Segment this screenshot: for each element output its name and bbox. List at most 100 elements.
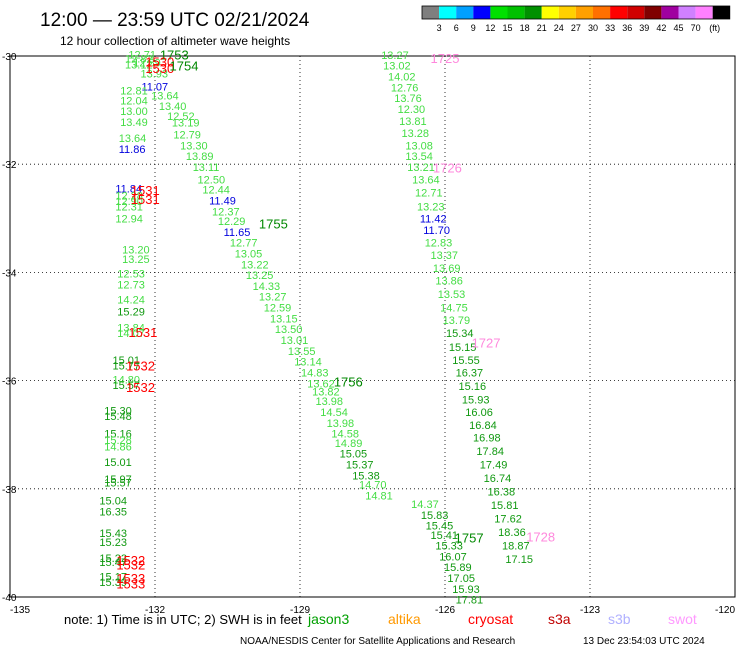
colorbar-tick-label: 36 [622, 23, 632, 33]
wave-height-point: 12.71 [128, 49, 156, 61]
wave-height-point: 11.42 [420, 213, 447, 225]
wave-height-point: 15.22 [99, 553, 127, 565]
wave-height-point: 15.57 [104, 477, 132, 489]
orbit-time-label: 1533 [116, 571, 145, 586]
colorbar-swatch [678, 6, 696, 19]
orbit-time-label: 1755 [259, 217, 288, 232]
wave-height-point: 15.05 [340, 449, 368, 461]
wave-height-point: 15.41 [431, 530, 459, 542]
orbit-time-label: 1532 [126, 380, 155, 395]
wave-height-point: 18.87 [502, 541, 530, 553]
wave-height-point: 13.82 [312, 386, 340, 398]
wave-height-point: 12.94 [115, 213, 143, 225]
colorbar-swatch [661, 6, 679, 19]
wave-height-point: 17.15 [505, 554, 533, 566]
wave-height-point: 17.81 [456, 595, 484, 607]
wave-height-point: 15.57 [112, 380, 140, 392]
satellite-legend-entry: cryosat [468, 611, 513, 627]
chart-title: 12:00 — 23:59 UTC 02/21/2024 [40, 10, 310, 31]
wave-height-point: 15.33 [435, 541, 463, 553]
wave-height-point: 14.86 [104, 442, 132, 454]
wave-height-point: 13.00 [120, 106, 148, 118]
wave-height-point: 13.30 [180, 140, 208, 152]
wave-height-point: 14.07 [117, 328, 145, 340]
wave-height-point: 12.53 [117, 268, 145, 280]
x-tick-label: -123 [580, 605, 600, 616]
wave-height-point: 14.33 [253, 281, 281, 293]
wave-height-point: 13.02 [383, 61, 411, 73]
orbit-time-label: 1531 [128, 325, 157, 340]
orbit-time-annotations: 1753153015301754153115311755153115321532… [116, 47, 555, 591]
wave-height-point: 14.83 [301, 367, 329, 379]
wave-height-point: 13.89 [186, 151, 214, 163]
footer-timestamp: 13 Dec 23:54:03 UTC 2024 [583, 636, 705, 647]
x-tick-label: -135 [10, 605, 30, 616]
orbit-time-label: 1532 [116, 558, 145, 573]
wave-height-point: 18.36 [498, 527, 526, 539]
wave-height-point: 13.79 [443, 315, 471, 327]
wave-height-point: 13.14 [294, 357, 322, 369]
colorbar-tick-label: 45 [673, 23, 683, 33]
wave-height-point: 13.55 [288, 346, 316, 358]
wave-height-point: 12.44 [202, 185, 230, 197]
wave-height-point: 15.37 [346, 459, 374, 471]
wave-height-point: 12.31 [115, 201, 143, 213]
wave-height-point: 12.81 [120, 86, 148, 98]
wave-height-point: 12.83 [425, 238, 453, 250]
wave-height-point: 16.38 [488, 487, 516, 499]
wave-height-point: 16.74 [484, 473, 512, 485]
wave-height-point: 13.23 [417, 201, 445, 213]
wave-height-point: 13.08 [405, 140, 433, 152]
colorbar-swatch [456, 6, 474, 19]
wave-height-point: 17.84 [476, 446, 504, 458]
y-tick-label: -32 [2, 160, 17, 171]
wave-height-point: 13.50 [275, 324, 303, 336]
wave-height-point: 15.01 [112, 355, 140, 367]
colorbar-tick-label: 9 [471, 23, 476, 33]
wave-height-point: 16.84 [469, 420, 497, 432]
orbit-time-label: 1728 [526, 529, 555, 544]
wave-height-point: 14.24 [117, 294, 145, 306]
wave-height-point: 14.75 [440, 303, 468, 315]
wave-height-point: 15.29 [117, 306, 145, 318]
colorbar-unit: (ft) [709, 23, 720, 33]
wave-height-point: 13.64 [151, 90, 179, 102]
footer-note: note: 1) Time is in UTC; 2) SWH is in fe… [64, 612, 302, 627]
wave-height-point: 15.16 [459, 381, 487, 393]
wave-height-point: 15.01 [104, 457, 132, 469]
wave-height-point: 15.81 [491, 500, 519, 512]
wave-height-point: 15.77 [112, 360, 140, 372]
wave-height-point: 13.05 [235, 248, 263, 260]
wave-height-point: 12.50 [198, 174, 226, 186]
colorbar-swatch [575, 6, 593, 19]
orbit-time-label: 1757 [455, 530, 484, 545]
colorbar-swatch [507, 6, 525, 19]
axis-ticks: -135 -132 -129 -126 -123 -120 -30 -32 -34 -36 -38 -… [2, 52, 735, 616]
colorbar-swatch [610, 6, 628, 19]
wave-height-point: 13.93 [141, 68, 169, 80]
wave-height-point: 15.38 [352, 470, 380, 482]
wave-height-point: 16.37 [456, 367, 484, 379]
wave-height-point: 14.81 [365, 490, 393, 502]
wave-height-point: 13.69 [433, 263, 461, 275]
x-tick-label: -126 [435, 605, 455, 616]
wave-height-point: 13.98 [315, 396, 343, 408]
wave-height-point: 14.54 [320, 407, 348, 419]
wave-height-point: 13.15 [270, 313, 298, 325]
wave-height-point: 15.97 [104, 474, 132, 486]
colorbar-tick-label: 39 [639, 23, 649, 33]
footer-credit: NOAA/NESDIS Center for Satellite Applica… [240, 636, 515, 647]
wave-height-point: 15.83 [421, 510, 449, 522]
chart-subtitle: 12 hour collection of altimeter wave hei… [60, 34, 290, 48]
wave-height-point: 12.29 [218, 216, 246, 228]
wave-height-point: 15.04 [99, 496, 127, 508]
wave-height-point: 13.53 [438, 289, 466, 301]
colorbar-tick-label: 15 [502, 23, 512, 33]
wave-height-point: 17.49 [480, 459, 508, 471]
wave-height-point: 17.62 [494, 514, 522, 526]
colorbar-swatch [439, 6, 457, 19]
grid-lines [10, 56, 735, 597]
wave-height-point: 15.16 [104, 429, 132, 441]
colorbar-swatch [712, 6, 730, 19]
